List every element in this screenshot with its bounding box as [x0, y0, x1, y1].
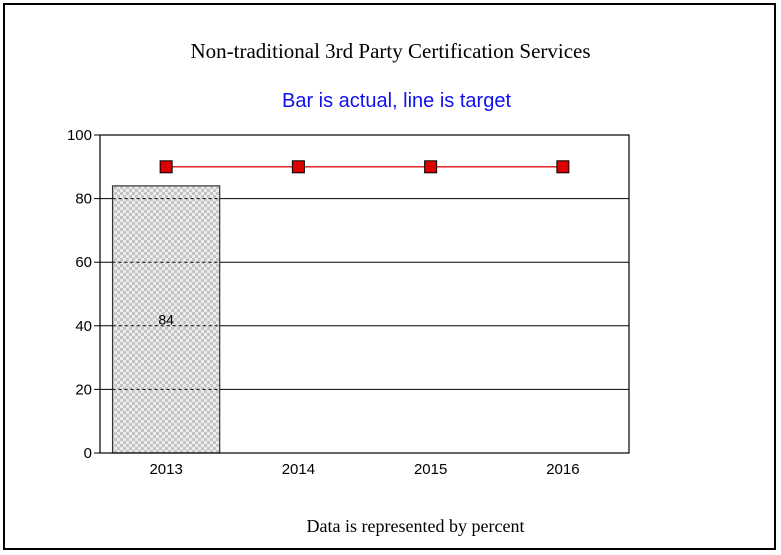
y-tick-label-0: 0: [84, 445, 92, 462]
chart-footnote: Data is represented by percent: [306, 516, 525, 536]
target-marker-2016: [556, 160, 570, 174]
bar-2013: [111, 185, 221, 454]
x-tick-label-2016: 2016: [546, 461, 579, 478]
chart-title: Non-traditional 3rd Party Certification …: [190, 39, 591, 63]
x-tick-label-2015: 2015: [414, 461, 447, 478]
target-marker-2014: [291, 160, 305, 174]
x-tick-label-2014: 2014: [282, 461, 315, 478]
plot-border: [99, 134, 630, 454]
target-marker-2015: [424, 160, 438, 174]
target-marker-2013: [159, 160, 173, 174]
y-tick-label-40: 40: [75, 318, 92, 335]
y-tick-label-60: 60: [75, 254, 92, 271]
data-label-2013: 84: [158, 311, 174, 327]
y-tick-label-20: 20: [75, 381, 92, 398]
x-tick-label-2013: 2013: [149, 461, 182, 478]
y-tick-label-80: 80: [75, 191, 92, 208]
y-tick-label-100: 100: [67, 127, 92, 144]
chart-subtitle: Bar is actual, line is target: [282, 90, 511, 112]
